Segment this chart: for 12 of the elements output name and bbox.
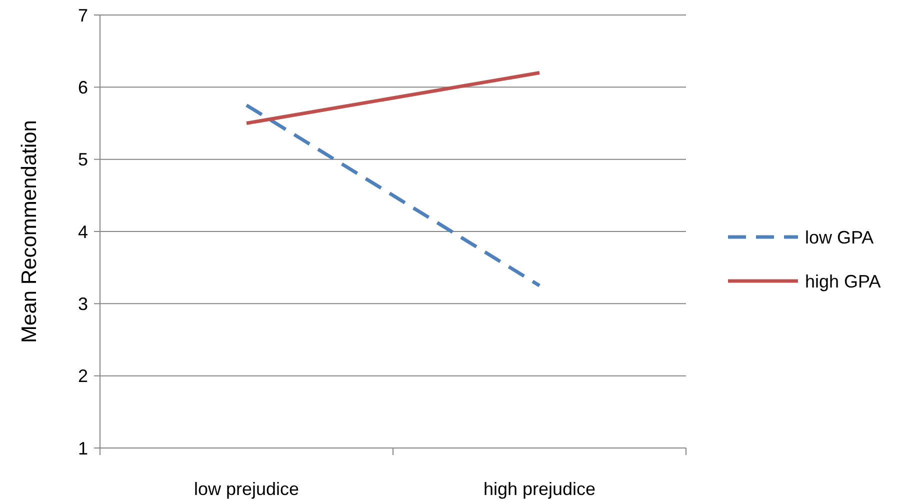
y-tick-label: 5 bbox=[78, 150, 88, 170]
y-axis-title: Mean Recommendation bbox=[18, 120, 41, 343]
y-tick-label: 7 bbox=[78, 5, 88, 26]
y-tick-label: 2 bbox=[78, 366, 88, 386]
legend-label: low GPA bbox=[805, 227, 874, 248]
x-tick-label: high prejudice bbox=[483, 479, 596, 499]
legend-label: high GPA bbox=[805, 271, 881, 292]
y-tick-label: 1 bbox=[78, 438, 88, 458]
y-tick-label: 6 bbox=[78, 77, 88, 98]
y-tick-label: 4 bbox=[78, 222, 88, 242]
y-tick-label: 3 bbox=[78, 294, 88, 314]
x-tick-label: low prejudice bbox=[194, 479, 300, 499]
